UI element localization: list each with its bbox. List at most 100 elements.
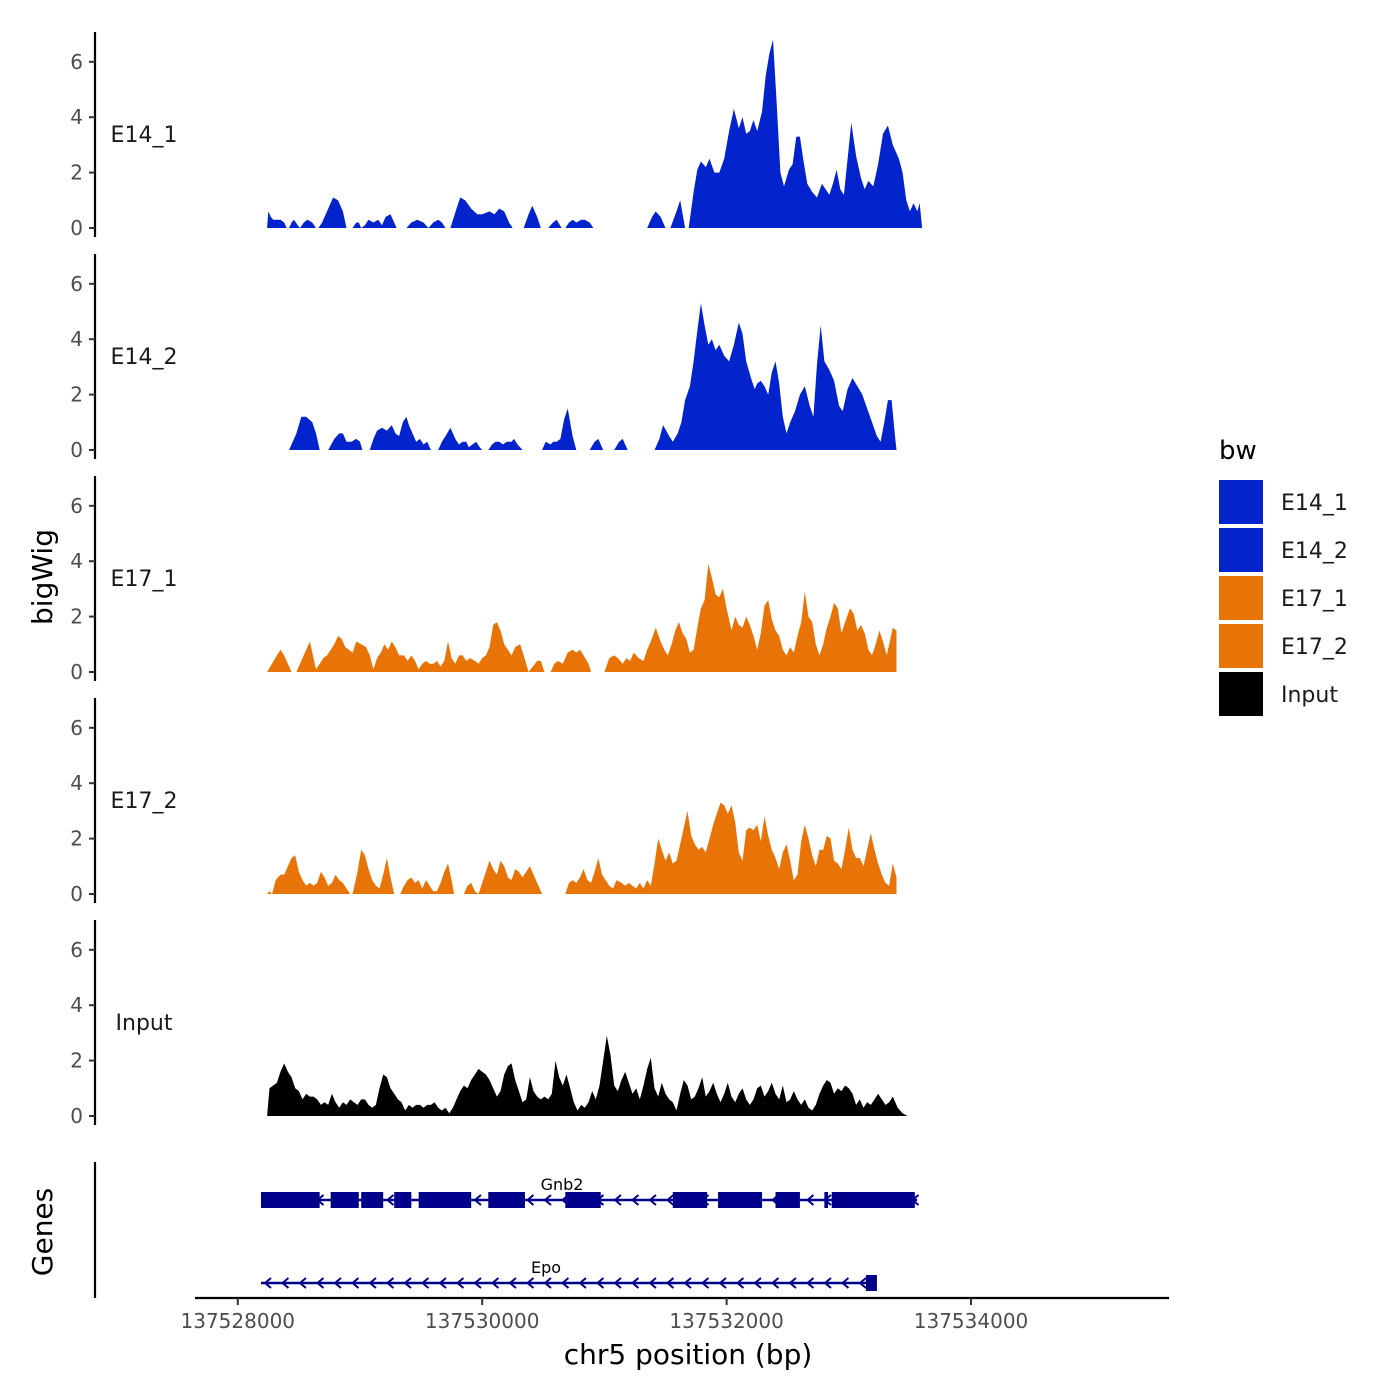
strand-arrow <box>718 1277 727 1289</box>
strand-arrow <box>858 1277 867 1289</box>
strand-arrow <box>613 1194 622 1206</box>
genes-panel: Gnb2 Epo <box>93 1162 920 1298</box>
strand-arrow <box>508 1277 517 1289</box>
exon-block <box>488 1192 525 1208</box>
exon-block <box>394 1192 412 1208</box>
y-tick-label: 4 <box>70 993 83 1017</box>
gene-Gnb2: Gnb2 <box>260 1175 920 1208</box>
exon-block <box>824 1192 829 1208</box>
strand-arrow <box>683 1277 692 1289</box>
strand-arrow <box>560 1277 570 1289</box>
strand-arrow <box>700 1277 710 1289</box>
legend-label: E17_2 <box>1281 635 1348 660</box>
track-E17_2: 0 2 4 6 E17_2 <box>70 698 897 906</box>
y-tick-label: 2 <box>70 605 83 629</box>
legend-key-E17_2 <box>1219 624 1263 668</box>
strand-arrow <box>368 1277 377 1289</box>
track-E17_1: 0 2 4 6 E17_1 <box>70 476 897 684</box>
coverage-area-E17_2 <box>267 802 897 894</box>
strand-arrow <box>753 1277 762 1289</box>
strand-arrow <box>578 1277 587 1289</box>
strand-arrow <box>788 1277 797 1289</box>
exon-block <box>361 1192 384 1208</box>
track-E14_2: 0 2 4 6 E14_2 <box>70 254 897 462</box>
legend: bw E14_1 E14_2 E17_1 E17_2 Input <box>1219 436 1348 716</box>
exon-block <box>672 1192 708 1208</box>
strand-arrow <box>333 1277 342 1289</box>
gene-Epo: Epo <box>260 1258 877 1291</box>
strand-arrow <box>840 1277 850 1289</box>
strand-arrow <box>525 1194 535 1206</box>
y-tick-label: 6 <box>70 716 83 740</box>
x-axis: 137528000 137530000 137532000 137534000 <box>181 1296 1169 1333</box>
strand-arrow <box>648 1194 657 1206</box>
exon-block <box>330 1192 359 1208</box>
gene-label: Epo <box>531 1258 561 1277</box>
legend-label: Input <box>1281 683 1338 708</box>
strand-arrow <box>735 1277 745 1289</box>
legend-key-Input <box>1219 672 1263 716</box>
x-tick-label: 137530000 <box>425 1309 540 1333</box>
track-label-E17_1: E17_1 <box>111 567 178 592</box>
x-tick-label: 137534000 <box>914 1309 1029 1333</box>
strand-arrow <box>595 1277 605 1289</box>
strand-arrow <box>263 1277 272 1289</box>
y-tick-label: 4 <box>70 549 83 573</box>
strand-arrow <box>420 1277 430 1289</box>
legend-label: E14_1 <box>1281 491 1348 516</box>
strand-arrow <box>298 1277 307 1289</box>
exon-block <box>718 1192 763 1208</box>
strand-arrow <box>473 1277 482 1289</box>
y-tick-label: 6 <box>70 494 83 518</box>
x-tick-label: 137532000 <box>669 1309 784 1333</box>
strand-arrow <box>665 1194 675 1206</box>
coverage-area-Input <box>267 1035 923 1116</box>
strand-arrow <box>543 1194 552 1206</box>
strand-arrow <box>525 1277 535 1289</box>
strand-arrow <box>385 1194 395 1206</box>
strand-arrow <box>280 1277 290 1289</box>
y-tick-label: 6 <box>70 272 83 296</box>
gene-label: Gnb2 <box>541 1175 584 1194</box>
exon-block <box>565 1192 601 1208</box>
genes-axis-title: Genes <box>26 1188 59 1276</box>
y-tick-label: 6 <box>70 938 83 962</box>
legend-label: E14_2 <box>1281 539 1348 564</box>
strand-arrow <box>805 1194 815 1206</box>
coverage-area-E14_1 <box>267 39 923 228</box>
strand-arrow <box>543 1277 552 1289</box>
track-label-Input: Input <box>116 1011 173 1036</box>
exon-block <box>775 1192 800 1208</box>
strand-arrow <box>490 1277 500 1289</box>
strand-arrow <box>770 1277 780 1289</box>
strand-arrow <box>613 1277 622 1289</box>
y-tick-label: 0 <box>70 438 83 462</box>
legend-key-E17_1 <box>1219 576 1263 620</box>
strand-arrow <box>665 1277 675 1289</box>
coverage-area-E17_1 <box>267 564 897 672</box>
x-axis-title: chr5 position (bp) <box>564 1338 813 1371</box>
y-tick-label: 6 <box>70 50 83 74</box>
strand-arrow <box>403 1277 412 1289</box>
y-tick-label: 2 <box>70 383 83 407</box>
strand-arrow <box>630 1277 640 1289</box>
y-tick-label: 2 <box>70 827 83 851</box>
legend-title: bw <box>1219 436 1257 466</box>
strand-arrow <box>630 1194 640 1206</box>
coverage-area-E14_2 <box>289 303 897 450</box>
y-tick-label: 4 <box>70 771 83 795</box>
strand-arrow <box>805 1277 815 1289</box>
strand-arrow <box>350 1277 360 1289</box>
x-tick-label: 137528000 <box>181 1309 296 1333</box>
track-label-E17_2: E17_2 <box>111 789 178 814</box>
y-tick-label: 0 <box>70 1104 83 1128</box>
exon-block <box>418 1192 472 1208</box>
exon-block <box>865 1275 877 1291</box>
track-label-E14_2: E14_2 <box>111 345 178 370</box>
strand-arrow <box>438 1277 447 1289</box>
exon-block <box>260 1192 320 1208</box>
legend-label: E17_1 <box>1281 587 1348 612</box>
strand-arrow <box>455 1277 465 1289</box>
track-label-E14_1: E14_1 <box>111 123 178 148</box>
